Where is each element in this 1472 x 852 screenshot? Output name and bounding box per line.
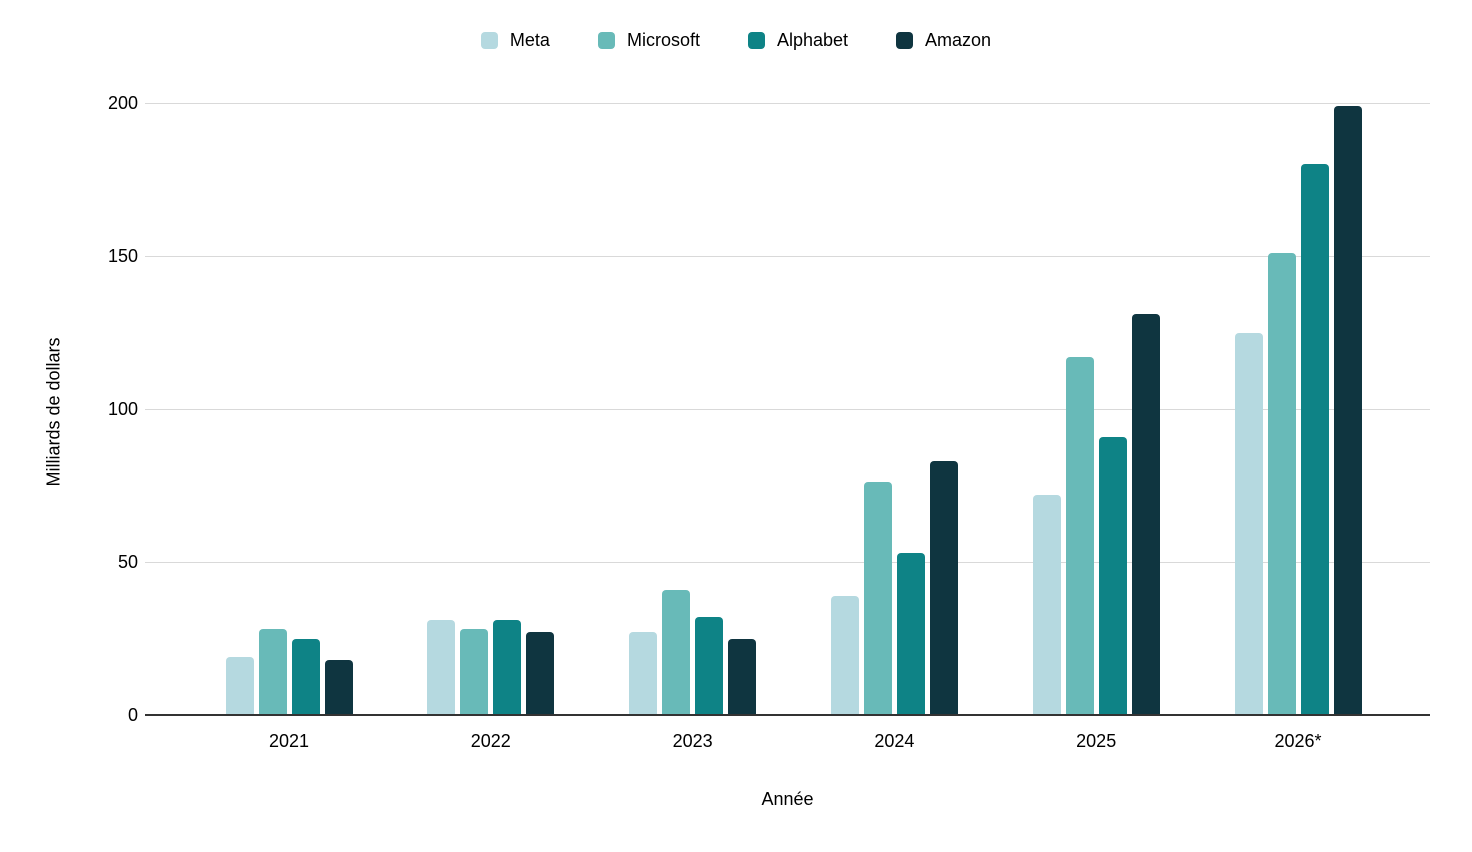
- bar: [830, 595, 859, 715]
- bar: [1032, 494, 1061, 715]
- bar: [728, 638, 757, 715]
- legend-swatch-icon: [597, 31, 615, 49]
- y-tick-label: 100: [107, 399, 138, 419]
- legend-label: Meta: [509, 29, 550, 50]
- legend-label: Alphabet: [776, 29, 849, 50]
- bar: [662, 589, 691, 715]
- bar: [526, 632, 555, 715]
- legend-item: Amazon: [896, 30, 991, 51]
- legend-swatch-icon: [480, 31, 498, 49]
- legend-item: Meta: [480, 29, 550, 51]
- x-tick-label: 2025: [1076, 731, 1117, 751]
- bar: [225, 656, 254, 715]
- bar: [1234, 332, 1263, 715]
- bar: [1300, 164, 1329, 715]
- bar: [1131, 314, 1160, 715]
- bar: [460, 629, 489, 715]
- x-tick-label: 2026*: [1274, 731, 1322, 751]
- y-tick-label: 0: [127, 705, 138, 725]
- bar: [324, 659, 353, 715]
- bar: [896, 552, 925, 715]
- x-tick-label: 2021: [268, 731, 310, 751]
- legend-label: Amazon: [925, 29, 992, 50]
- bar: [695, 617, 724, 715]
- x-tick-label: 2023: [672, 731, 713, 751]
- x-tick-label: 2022: [470, 731, 511, 751]
- gridline: [145, 562, 1430, 563]
- bar: [1098, 436, 1127, 715]
- gridline: [145, 256, 1430, 257]
- bar: [1333, 106, 1362, 715]
- gridline: [145, 103, 1430, 104]
- bar: [493, 620, 522, 715]
- x-axis-line: [145, 714, 1430, 716]
- bar: [427, 620, 456, 715]
- chart-legend: Meta Microsoft Alphabet Amazon: [0, 28, 1472, 52]
- legend-swatch-icon: [747, 31, 765, 49]
- y-axis-title: Milliards de dollars: [43, 337, 64, 487]
- legend-item: Alphabet: [747, 29, 849, 51]
- legend-swatch-icon: [896, 31, 914, 49]
- bar: [1267, 252, 1296, 715]
- bar: [863, 482, 892, 715]
- bar: [1065, 356, 1094, 715]
- x-tick-label: 2024: [874, 731, 915, 751]
- y-tick-label: 50: [117, 552, 138, 572]
- legend-item: Microsoft: [597, 29, 700, 51]
- x-axis-title: Année: [761, 789, 814, 809]
- y-tick-label: 200: [107, 93, 138, 113]
- bar: [629, 632, 658, 715]
- bar: [291, 638, 320, 715]
- y-tick-label: 150: [107, 246, 138, 266]
- bar: [258, 629, 287, 715]
- gridline: [145, 409, 1430, 410]
- legend-label: Microsoft: [626, 29, 700, 50]
- bar: [929, 461, 958, 715]
